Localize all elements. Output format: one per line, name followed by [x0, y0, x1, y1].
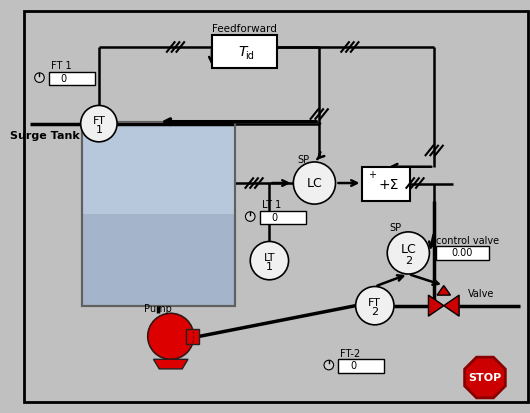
- Text: LC: LC: [306, 176, 322, 190]
- Text: T: T: [238, 45, 247, 59]
- Text: +Σ: +Σ: [378, 178, 399, 192]
- Text: +: +: [368, 171, 376, 180]
- Text: Feedforward: Feedforward: [212, 24, 277, 34]
- Text: 1: 1: [95, 125, 102, 135]
- Bar: [338, 359, 384, 373]
- Text: FT: FT: [92, 116, 105, 126]
- Text: Valve: Valve: [468, 289, 494, 299]
- Polygon shape: [444, 295, 459, 316]
- Text: FT-2: FT-2: [340, 349, 360, 358]
- Circle shape: [294, 162, 335, 204]
- Circle shape: [324, 360, 333, 370]
- Text: 0: 0: [271, 213, 277, 223]
- Bar: [186, 329, 199, 344]
- Bar: [212, 36, 277, 68]
- Bar: [82, 122, 235, 306]
- Bar: [82, 214, 235, 306]
- Text: FT: FT: [368, 298, 381, 308]
- Circle shape: [81, 105, 117, 142]
- Text: 0: 0: [350, 361, 356, 371]
- Text: id: id: [245, 51, 254, 61]
- Text: STOP: STOP: [469, 373, 501, 382]
- Text: Surge Tank: Surge Tank: [10, 131, 80, 141]
- Circle shape: [34, 73, 45, 83]
- Text: FT 1: FT 1: [51, 61, 72, 71]
- Circle shape: [356, 287, 394, 325]
- Text: 2: 2: [405, 256, 412, 266]
- Polygon shape: [465, 357, 505, 398]
- Polygon shape: [428, 295, 444, 316]
- Text: 1: 1: [266, 262, 273, 272]
- Text: SP: SP: [389, 223, 401, 233]
- Text: control valve: control valve: [436, 235, 499, 245]
- Text: Pump: Pump: [144, 304, 172, 314]
- Bar: [436, 246, 489, 260]
- Text: 2: 2: [371, 307, 378, 317]
- Circle shape: [387, 232, 429, 274]
- Bar: [260, 211, 306, 224]
- Circle shape: [245, 212, 255, 221]
- Text: 0.00: 0.00: [451, 248, 473, 258]
- Circle shape: [250, 242, 288, 280]
- Bar: [363, 167, 410, 201]
- Bar: [49, 72, 95, 85]
- Polygon shape: [154, 359, 188, 369]
- Bar: [82, 122, 235, 306]
- Circle shape: [148, 313, 194, 359]
- Text: LT: LT: [263, 253, 275, 263]
- Text: LT 1: LT 1: [262, 200, 281, 210]
- Text: 0: 0: [60, 74, 67, 83]
- Text: SP: SP: [297, 155, 310, 165]
- Text: LC: LC: [401, 242, 416, 256]
- Polygon shape: [437, 285, 450, 295]
